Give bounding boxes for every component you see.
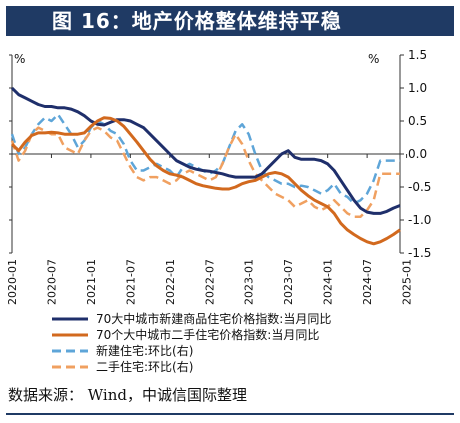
title-bar: 图 16：地产价格整体维持平稳 [6, 6, 454, 36]
x-tick-label: 2022-07 [203, 259, 216, 305]
legend-label: 70个大中城市二手住宅价格指数:当月同比 [96, 328, 320, 342]
series-line-1 [10, 116, 401, 246]
x-tick-label: 2025-01 [401, 259, 414, 305]
right-tick-label: 1.0 [408, 81, 427, 95]
legend-swatch-solid-dark-blue [52, 317, 88, 321]
x-tick-label: 2024-01 [322, 259, 335, 305]
right-tick-label: 0.0 [408, 147, 427, 161]
x-tick-label: 2024-07 [361, 259, 374, 305]
series-line-0 [10, 86, 401, 215]
line-chart: %% 1.5 1.0 0.5 0.0 -0.5 -1.0 -1.5 2020-01 2020-07… [6, 48, 431, 305]
legend-label: 新建住宅:环比(右) [96, 344, 194, 358]
x-tick-label: 2021-01 [85, 259, 98, 305]
bottom-rule [6, 413, 454, 415]
x-tick-label: 2021-07 [124, 259, 137, 305]
right-tick-label: 1.5 [408, 48, 427, 62]
right-tick-label: -1.5 [408, 246, 431, 260]
left-unit-label: % [14, 52, 25, 66]
legend-label: 二手住宅:环比(右) [96, 360, 194, 374]
source-note: 数据来源： Wind，中诚信国际整理 [8, 386, 247, 404]
x-tick-label: 2020-01 [6, 259, 19, 305]
x-tick-label: 2023-01 [243, 259, 256, 305]
legend-swatch-solid-orange [52, 333, 88, 337]
x-tick-label: 2020-07 [45, 259, 58, 305]
legend-swatch-dashed-light-orange [52, 365, 88, 369]
series-line-2 [10, 113, 400, 205]
legend-label: 70大中城市新建商品住宅价格指数:当月同比 [96, 312, 332, 326]
x-tick-label: 2022-01 [164, 259, 177, 305]
x-tick-label: 2023-07 [282, 259, 295, 305]
legend-swatch-dashed-light-blue [52, 349, 88, 353]
series-line-3 [10, 126, 400, 218]
right-tick-label: -0.5 [408, 180, 431, 194]
right-unit-label: % [368, 52, 379, 66]
page-title: 图 16：地产价格整体维持平稳 [52, 9, 342, 33]
right-tick-label: -1.0 [408, 213, 431, 227]
right-tick-label: 0.5 [408, 114, 427, 128]
